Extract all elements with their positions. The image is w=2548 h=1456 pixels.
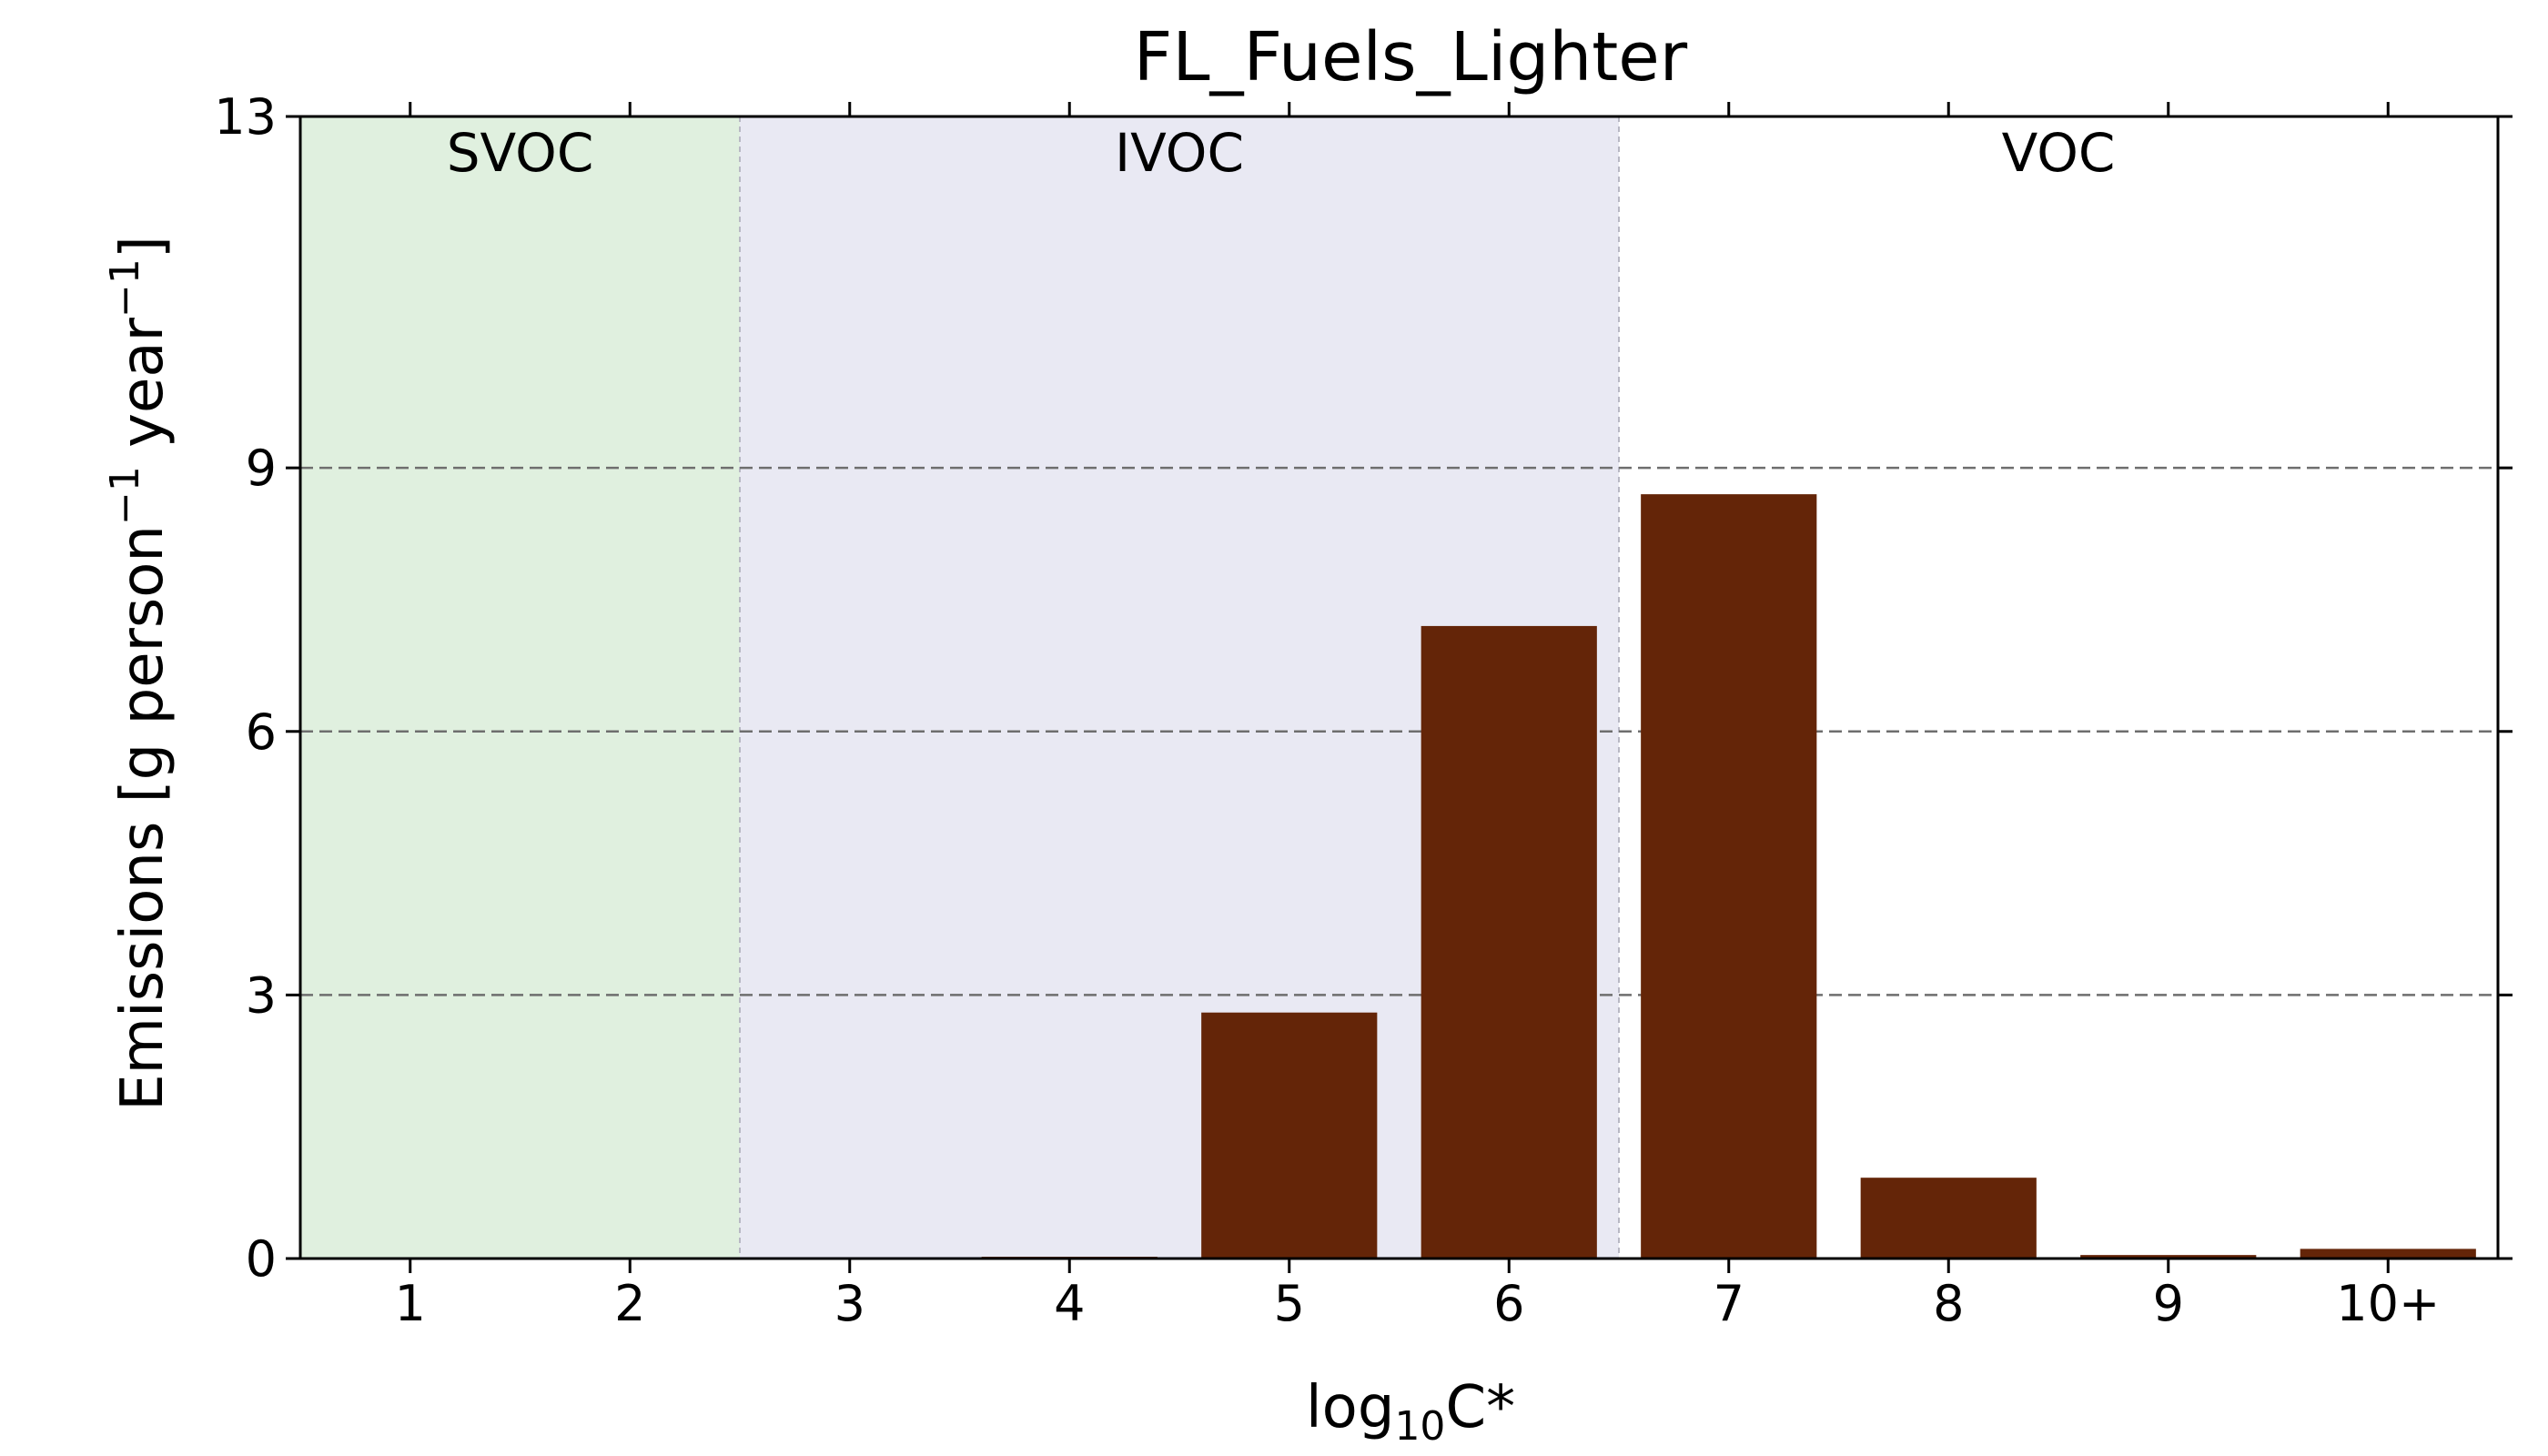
y-tick-label: 13	[214, 88, 277, 146]
region-svoc	[300, 116, 740, 1259]
x-tick-label: 2	[614, 1275, 645, 1332]
axis-ticks	[286, 102, 2513, 1273]
bar	[1421, 625, 1597, 1259]
x-tick-label: 6	[1493, 1275, 1524, 1332]
bar	[1860, 1178, 2037, 1259]
x-tick-label: 3	[834, 1275, 865, 1332]
x-axis-title: log10C*	[1306, 1374, 1515, 1450]
y-tick-label: 0	[246, 1230, 277, 1288]
bar	[2300, 1249, 2476, 1259]
y-tick-label: 6	[246, 703, 277, 761]
bar	[1641, 494, 1817, 1259]
bar	[2080, 1255, 2257, 1259]
y-tick-label: 3	[246, 966, 277, 1024]
x-tick-label: 7	[1714, 1275, 1744, 1332]
region-label-svoc: SVOC	[447, 122, 594, 184]
y-axis-title: Emissions [g person−1 year−1]	[102, 236, 177, 1111]
x-tick-label: 8	[1933, 1275, 1964, 1332]
x-tick-label: 10+	[2336, 1275, 2440, 1332]
tick-labels: 0 3 6 9 13 1 2 3 4 5 6 7 8 9 10+	[214, 88, 2440, 1332]
y-tick-label: 9	[246, 440, 277, 497]
x-tick-label: 1	[395, 1275, 426, 1332]
region-label-voc: VOC	[2002, 122, 2116, 184]
x-tick-label: 4	[1054, 1275, 1085, 1332]
bars	[981, 494, 2476, 1259]
chart-title: FL_Fuels_Lighter	[1134, 18, 1688, 96]
x-tick-label: 5	[1274, 1275, 1305, 1332]
plot-frame	[298, 115, 2500, 1260]
bar	[1201, 1012, 1378, 1259]
x-tick-label: 9	[2153, 1275, 2184, 1332]
region-labels: SVOC IVOC VOC	[447, 122, 2116, 184]
volatility-regions	[300, 116, 2498, 1259]
region-label-ivoc: IVOC	[1115, 122, 1244, 184]
